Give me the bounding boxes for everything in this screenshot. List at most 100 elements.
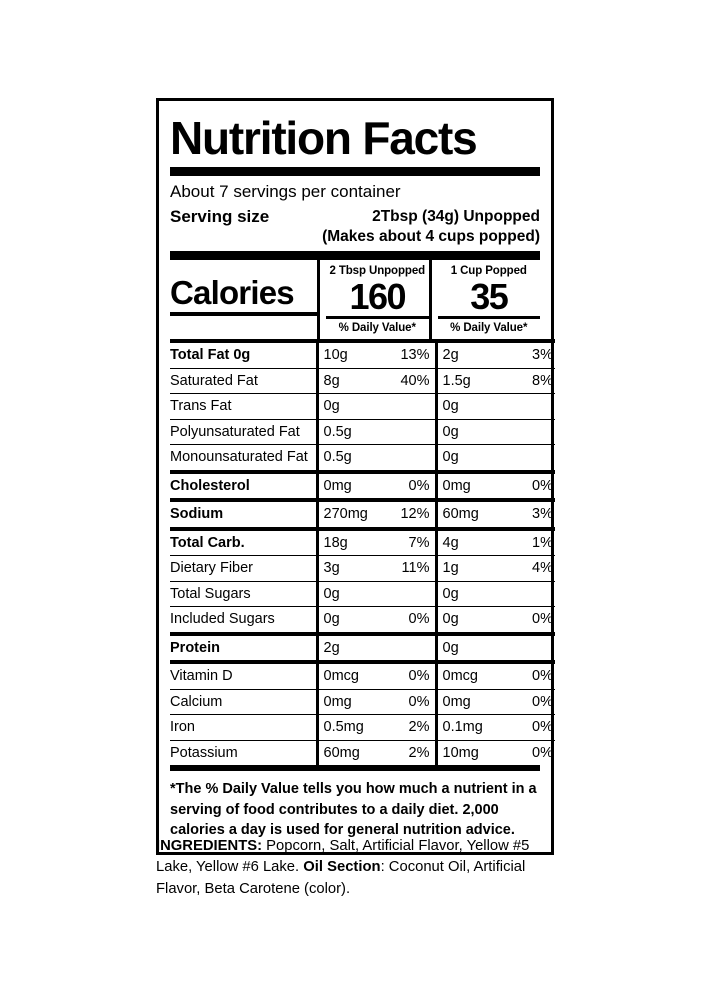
table-row: Polyunsaturated Fat 0.5g 0g — [170, 418, 555, 445]
nutrient-dv-unpopped: 40% — [389, 367, 436, 394]
nutrient-dv-popped: 1% — [508, 526, 555, 556]
nutrient-table-wrapper: Total Fat 0g 10g 13% 2g 3% Saturated Fat 8g 40%… — [170, 339, 555, 766]
nutrient-dv-unpopped: 2% — [389, 714, 436, 741]
nutrient-name: Potassium — [170, 739, 317, 766]
calories-value-popped: 35 — [470, 275, 509, 317]
table-row: Total Fat 0g 10g 13% 2g 3% — [170, 339, 555, 369]
nutrient-name: Saturated Fat — [170, 367, 317, 394]
nutrient-name: Cholesterol — [170, 469, 317, 501]
nutrient-amount-popped: 0g — [434, 580, 508, 607]
nutrient-dv-popped: 3% — [508, 498, 555, 529]
nutrient-name: Total Sugars — [170, 580, 317, 607]
calories-spacer — [170, 316, 317, 337]
nutrient-amount-unpopped: 0g — [315, 606, 389, 634]
table-row: Sodium 270mg 12% 60mg 3% — [170, 498, 555, 529]
table-row: Trans Fat 0g 0g — [170, 393, 555, 420]
table-row: Total Carb. 18g 7% 4g 1% — [170, 526, 555, 556]
nutrient-name: Protein — [170, 631, 317, 663]
nutrient-amount-unpopped: 0mg — [315, 688, 389, 715]
nutrient-dv-popped — [508, 393, 555, 420]
serving-size-divider — [170, 251, 540, 261]
nutrient-table-body: Total Fat 0g 10g 13% 2g 3% Saturated Fat 8g 40%… — [170, 339, 555, 766]
nutrient-name: Total Carb. — [170, 526, 317, 556]
page-title: Nutrition Facts — [170, 112, 478, 164]
nutrient-amount-popped: 1g — [434, 555, 508, 582]
nutrient-amount-unpopped: 3g — [315, 555, 389, 582]
nutrient-amount-unpopped: 0mcg — [315, 660, 389, 690]
title-divider — [170, 166, 540, 176]
nutrient-dv-unpopped — [389, 444, 436, 472]
serving-size-label: Serving size — [170, 207, 270, 227]
nutrient-amount-popped: 1.5g — [434, 367, 508, 394]
nutrient-amount-popped: 0g — [434, 606, 508, 634]
nutrient-dv-unpopped: 2% — [389, 739, 436, 766]
nutrient-dv-unpopped — [389, 631, 436, 663]
nutrient-dv-popped — [508, 444, 555, 472]
nutrient-amount-popped: 4g — [434, 526, 508, 556]
table-row: Vitamin D 0mcg 0% 0mcg 0% — [170, 660, 555, 690]
nutrient-name: Sodium — [170, 498, 317, 529]
calories-column-popped: 1 Cup Popped 35 % Daily Value* — [428, 260, 540, 340]
calories-value-unpopped: 160 — [349, 275, 406, 317]
dv-header-unpopped: % Daily Value* — [338, 322, 416, 335]
nutrient-name: Vitamin D — [170, 660, 317, 690]
nutrient-dv-unpopped: 0% — [389, 469, 436, 501]
table-row: Dietary Fiber 3g 11% 1g 4% — [170, 555, 555, 582]
calories-column-unpopped: 2 Tbsp Unpopped 160 % Daily Value* — [317, 260, 429, 340]
nutrient-amount-popped: 0g — [434, 393, 508, 420]
nutrient-dv-unpopped: 7% — [389, 526, 436, 556]
nutrient-name: Trans Fat — [170, 393, 317, 420]
nutrient-amount-popped: 60mg — [434, 498, 508, 529]
table-row: Iron 0.5mg 2% 0.1mg 0% — [170, 714, 555, 741]
nutrient-amount-unpopped: 0g — [315, 580, 389, 607]
nutrient-dv-popped — [508, 580, 555, 607]
nutrient-amount-unpopped: 0.5g — [315, 444, 389, 472]
table-row: Potassium 60mg 2% 10mg 0% — [170, 739, 555, 766]
nutrient-dv-popped — [508, 418, 555, 445]
footnote-divider — [170, 765, 540, 772]
serving-size-value-line2: (Makes about 4 cups popped) — [322, 228, 540, 246]
nutrient-amount-unpopped: 8g — [315, 367, 389, 394]
nutrient-dv-popped: 0% — [508, 469, 555, 501]
nutrient-dv-popped: 8% — [508, 367, 555, 394]
nutrient-dv-unpopped — [389, 393, 436, 420]
nutrient-amount-unpopped: 10g — [315, 339, 389, 369]
nutrient-dv-unpopped: 0% — [389, 606, 436, 634]
calories-label-cell: Calories — [170, 260, 317, 339]
nutrient-dv-unpopped — [389, 580, 436, 607]
nutrient-dv-popped: 0% — [508, 688, 555, 715]
nutrient-amount-popped: 10mg — [434, 739, 508, 766]
nutrient-amount-popped: 0g — [434, 418, 508, 445]
nutrient-dv-popped — [508, 631, 555, 663]
nutrient-dv-unpopped: 0% — [389, 688, 436, 715]
nutrient-dv-unpopped: 0% — [389, 660, 436, 690]
nutrient-dv-popped: 0% — [508, 660, 555, 690]
nutrient-name: Dietary Fiber — [170, 555, 317, 582]
table-row: Calcium 0mg 0% 0mg 0% — [170, 688, 555, 715]
serving-size-value-line1: 2Tbsp (34g) Unpopped — [372, 208, 540, 226]
oil-section-list: : Coconut Oil, Artificial Flavor, Beta C… — [156, 859, 526, 897]
column-header-unpopped: 2 Tbsp Unpopped — [329, 265, 426, 278]
nutrient-amount-popped: 0mcg — [434, 660, 508, 690]
table-row: Total Sugars 0g 0g — [170, 580, 555, 607]
column-header-popped: 1 Cup Popped — [450, 265, 527, 278]
nutrient-dv-popped: 0% — [508, 606, 555, 634]
ingredients-list: Popcorn, Salt, Artificial Flavor, Yellow… — [156, 838, 530, 876]
nutrient-dv-popped: 3% — [508, 339, 555, 369]
oil-section-heading: Oil Section — [303, 859, 381, 876]
nutrient-dv-unpopped: 13% — [389, 339, 436, 369]
dv-divider-popped — [437, 316, 540, 320]
nutrient-amount-unpopped: 60mg — [315, 739, 389, 766]
daily-value-footnote: *The % Daily Value tells you how much a … — [170, 781, 537, 839]
nutrient-amount-popped: 0mg — [434, 688, 508, 715]
nutrient-amount-popped: 0g — [434, 444, 508, 472]
servings-per-container: About 7 servings per container — [170, 181, 401, 201]
nutrient-amount-unpopped: 18g — [315, 526, 389, 556]
nutrient-name: Polyunsaturated Fat — [170, 418, 317, 445]
nutrient-dv-popped: 0% — [508, 714, 555, 741]
nutrient-name: Monounsaturated Fat — [170, 444, 317, 472]
nutrient-amount-popped: 0.1mg — [434, 714, 508, 741]
nutrient-dv-unpopped: 12% — [389, 498, 436, 529]
nutrient-amount-unpopped: 0mg — [315, 469, 389, 501]
